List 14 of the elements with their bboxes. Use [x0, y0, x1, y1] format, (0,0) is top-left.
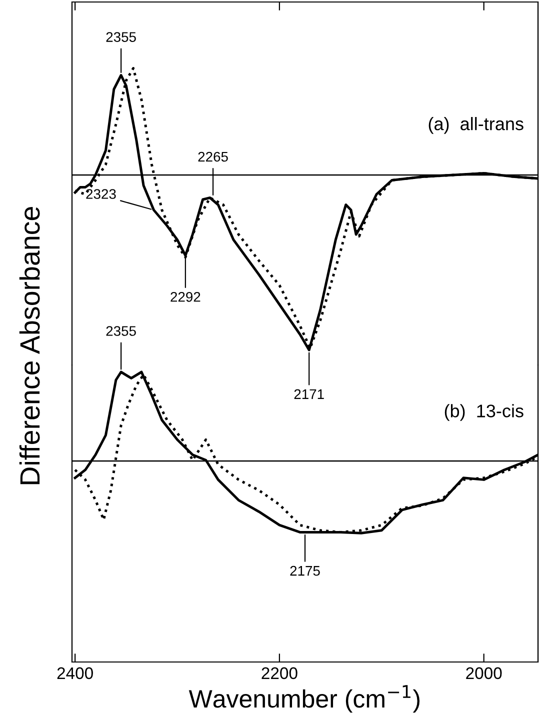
- y-axis-title: Difference Absorbance: [19, 207, 40, 484]
- x-axis-title: Wavenumber (cm$^{−1}$): [188, 685, 420, 713]
- x-tick-label: 2200: [262, 667, 298, 680]
- annotation: (a) all-trans: [428, 117, 524, 134]
- x-tick-label: 2400: [57, 667, 93, 680]
- annotation: 2355: [106, 32, 136, 42]
- x-tick-label: 2000: [466, 667, 502, 680]
- annotation: (b) 13-cis: [444, 404, 524, 421]
- annotation: 2171: [294, 389, 324, 399]
- annotation: 2323: [86, 189, 116, 199]
- annotation: 2355: [106, 326, 136, 336]
- annotation: 2292: [170, 292, 200, 302]
- annotation: 2265: [198, 152, 228, 162]
- annotation: 2175: [290, 566, 320, 576]
